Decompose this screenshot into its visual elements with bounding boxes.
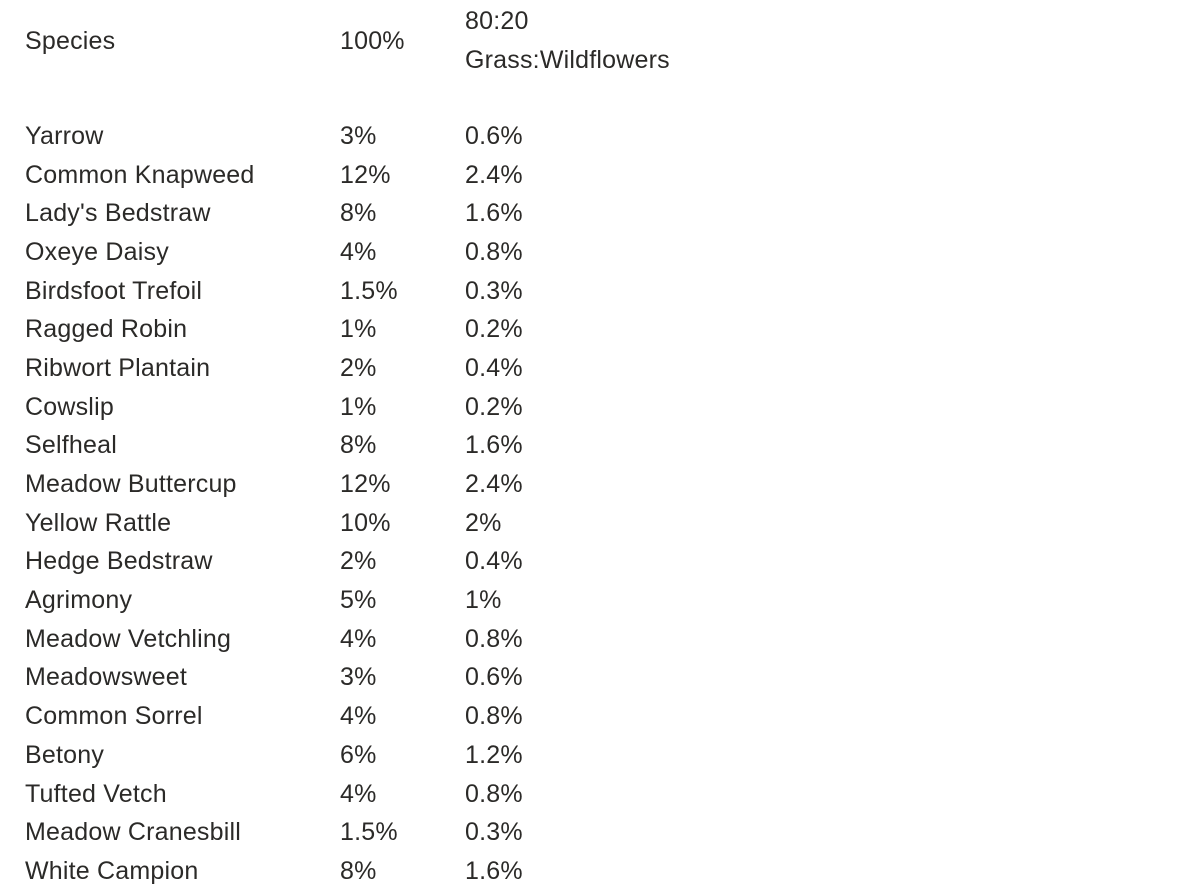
column-header-mix-line2: Grass:Wildflowers — [465, 46, 670, 74]
pct-100-cell: 8% — [340, 431, 377, 460]
pct-100-cell: 4% — [340, 779, 377, 808]
pct-100-cell: 2% — [340, 353, 377, 382]
pct-100-cell: 1% — [340, 392, 377, 421]
pct-mix-cell: 1% — [465, 586, 502, 615]
pct-100-cell: 4% — [340, 624, 377, 653]
pct-100-cell: 4% — [340, 237, 377, 266]
pct-mix-cell: 1.6% — [465, 856, 523, 885]
table-row: Yarrow 3% 0.6% — [0, 117, 1200, 156]
pct-mix-cell: 1.2% — [465, 740, 523, 769]
pct-mix-cell: 2% — [465, 508, 502, 537]
pct-100-cell: 4% — [340, 702, 377, 731]
pct-100-cell: 10% — [340, 508, 391, 537]
pct-100-cell: 6% — [340, 740, 377, 769]
species-cell: Meadow Cranesbill — [25, 818, 241, 847]
table-row: Meadow Vetchling 4% 0.8% — [0, 620, 1200, 659]
pct-100-cell: 5% — [340, 586, 377, 615]
table-header-row: Species 100% 80:20 Grass:Wildflowers — [0, 2, 1200, 80]
pct-mix-cell: 0.6% — [465, 121, 523, 150]
table-body: Yarrow 3% 0.6% Common Knapweed 12% 2.4% … — [0, 117, 1200, 891]
table-row: Lady's Bedstraw 8% 1.6% — [0, 194, 1200, 233]
species-cell: Meadowsweet — [25, 663, 188, 692]
table-row: Agrimony 5% 1% — [0, 581, 1200, 620]
species-cell: Yarrow — [25, 121, 104, 150]
pct-100-cell: 8% — [340, 856, 377, 885]
pct-mix-cell: 2.4% — [465, 160, 523, 189]
species-cell: Tufted Vetch — [25, 779, 167, 808]
table-row: Betony 6% 1.2% — [0, 736, 1200, 775]
species-cell: Ribwort Plantain — [25, 353, 211, 382]
pct-100-cell: 12% — [340, 160, 391, 189]
column-header-species: Species — [25, 26, 116, 55]
species-cell: Betony — [25, 740, 105, 769]
table-row: Meadow Buttercup 12% 2.4% — [0, 465, 1200, 504]
pct-mix-cell: 0.8% — [465, 702, 523, 731]
pct-100-cell: 3% — [340, 663, 377, 692]
pct-mix-cell: 1.6% — [465, 199, 523, 228]
species-cell: Birdsfoot Trefoil — [25, 276, 203, 305]
species-cell: Meadow Vetchling — [25, 624, 232, 653]
table-row: Common Sorrel 4% 0.8% — [0, 697, 1200, 736]
table-row: Yellow Rattle 10% 2% — [0, 504, 1200, 543]
species-cell: Lady's Bedstraw — [25, 199, 211, 228]
table-row: Cowslip 1% 0.2% — [0, 388, 1200, 427]
pct-mix-cell: 0.3% — [465, 818, 523, 847]
species-cell: Oxeye Daisy — [25, 237, 169, 266]
species-cell: Ragged Robin — [25, 315, 188, 344]
pct-mix-cell: 0.8% — [465, 779, 523, 808]
species-cell: Cowslip — [25, 392, 114, 421]
pct-mix-cell: 2.4% — [465, 470, 523, 499]
species-cell: Common Knapweed — [25, 160, 255, 189]
species-cell: Hedge Bedstraw — [25, 547, 213, 576]
pct-mix-cell: 1.6% — [465, 431, 523, 460]
pct-mix-cell: 0.4% — [465, 353, 523, 382]
pct-100-cell: 1.5% — [340, 818, 398, 847]
species-cell: Meadow Buttercup — [25, 470, 237, 499]
pct-mix-cell: 0.2% — [465, 392, 523, 421]
table-row: Hedge Bedstraw 2% 0.4% — [0, 543, 1200, 582]
pct-mix-cell: 0.3% — [465, 276, 523, 305]
pct-100-cell: 1.5% — [340, 276, 398, 305]
column-header-mix-line1: 80:20 — [465, 7, 529, 35]
table-row: Oxeye Daisy 4% 0.8% — [0, 233, 1200, 272]
table-row: White Campion 8% 1.6% — [0, 852, 1200, 891]
pct-mix-cell: 0.2% — [465, 315, 523, 344]
pct-100-cell: 8% — [340, 199, 377, 228]
pct-100-cell: 2% — [340, 547, 377, 576]
species-cell: Agrimony — [25, 586, 133, 615]
pct-mix-cell: 0.6% — [465, 663, 523, 692]
species-cell: Selfheal — [25, 431, 117, 460]
species-cell: Common Sorrel — [25, 702, 203, 731]
species-cell: Yellow Rattle — [25, 508, 172, 537]
pct-mix-cell: 0.4% — [465, 547, 523, 576]
species-cell: White Campion — [25, 856, 199, 885]
pct-mix-cell: 0.8% — [465, 624, 523, 653]
table-row: Tufted Vetch 4% 0.8% — [0, 775, 1200, 814]
pct-100-cell: 1% — [340, 315, 377, 344]
table-row: Selfheal 8% 1.6% — [0, 427, 1200, 466]
table-row: Common Knapweed 12% 2.4% — [0, 156, 1200, 195]
table-row: Meadow Cranesbill 1.5% 0.3% — [0, 813, 1200, 852]
column-header-mix: 80:20 Grass:Wildflowers — [465, 2, 1200, 80]
table-row: Meadowsweet 3% 0.6% — [0, 659, 1200, 698]
pct-100-cell: 3% — [340, 121, 377, 150]
table-row: Ragged Robin 1% 0.2% — [0, 310, 1200, 349]
column-header-100pct: 100% — [340, 26, 405, 55]
pct-mix-cell: 0.8% — [465, 237, 523, 266]
pct-100-cell: 12% — [340, 470, 391, 499]
table-row: Birdsfoot Trefoil 1.5% 0.3% — [0, 272, 1200, 311]
table-row: Ribwort Plantain 2% 0.4% — [0, 349, 1200, 388]
